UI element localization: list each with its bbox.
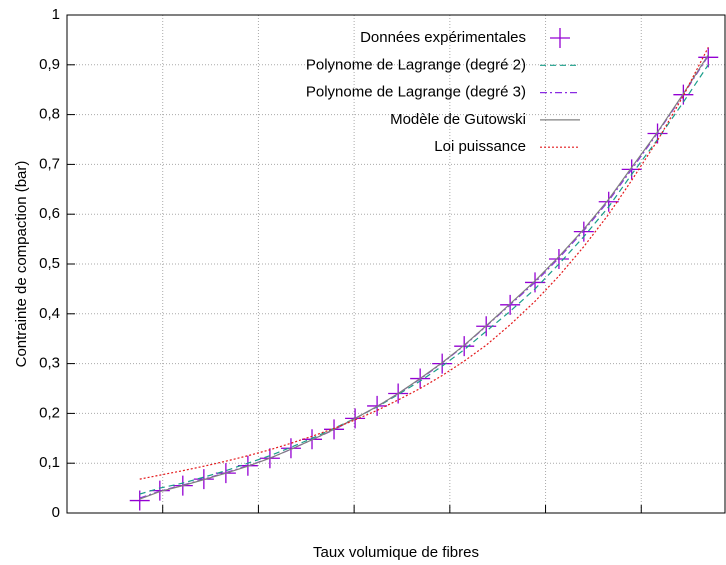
y-tick-label: 0,1 <box>39 454 60 471</box>
legend-label: Données expérimentales <box>360 29 526 46</box>
data-point <box>698 47 719 68</box>
legend-label: Loi puissance <box>434 138 526 155</box>
data-point <box>573 221 594 242</box>
y-tick-label: 0,2 <box>39 404 60 421</box>
y-tick-label: 0,4 <box>39 305 60 322</box>
fit-line <box>139 47 709 480</box>
x-axis-label: Taux volumique de fibres <box>313 544 479 561</box>
y-tick-label: 0,3 <box>39 355 60 372</box>
fit-line <box>139 64 709 495</box>
y-tick-label: 0,7 <box>39 155 60 172</box>
legend-label: Polynome de Lagrange (degré 2) <box>306 56 526 73</box>
y-axis-label: Contrainte de compaction (bar) <box>13 161 30 368</box>
y-tick-label: 0,9 <box>39 56 60 73</box>
data-point <box>598 191 619 212</box>
data-point <box>550 28 570 48</box>
y-tick-label: 0,5 <box>39 255 60 272</box>
legend-label: Modèle de Gutowski <box>390 111 526 128</box>
y-tick-label: 0 <box>52 504 60 521</box>
fit-line <box>139 54 709 500</box>
plot-frame <box>66 14 726 514</box>
y-tick-label: 1 <box>52 6 60 23</box>
y-tick-label: 0,6 <box>39 205 60 222</box>
data-point <box>280 438 301 459</box>
y-tick-label: 0,8 <box>39 106 60 123</box>
data-point <box>548 249 569 270</box>
legend-label: Polynome de Lagrange (degré 3) <box>306 84 526 101</box>
